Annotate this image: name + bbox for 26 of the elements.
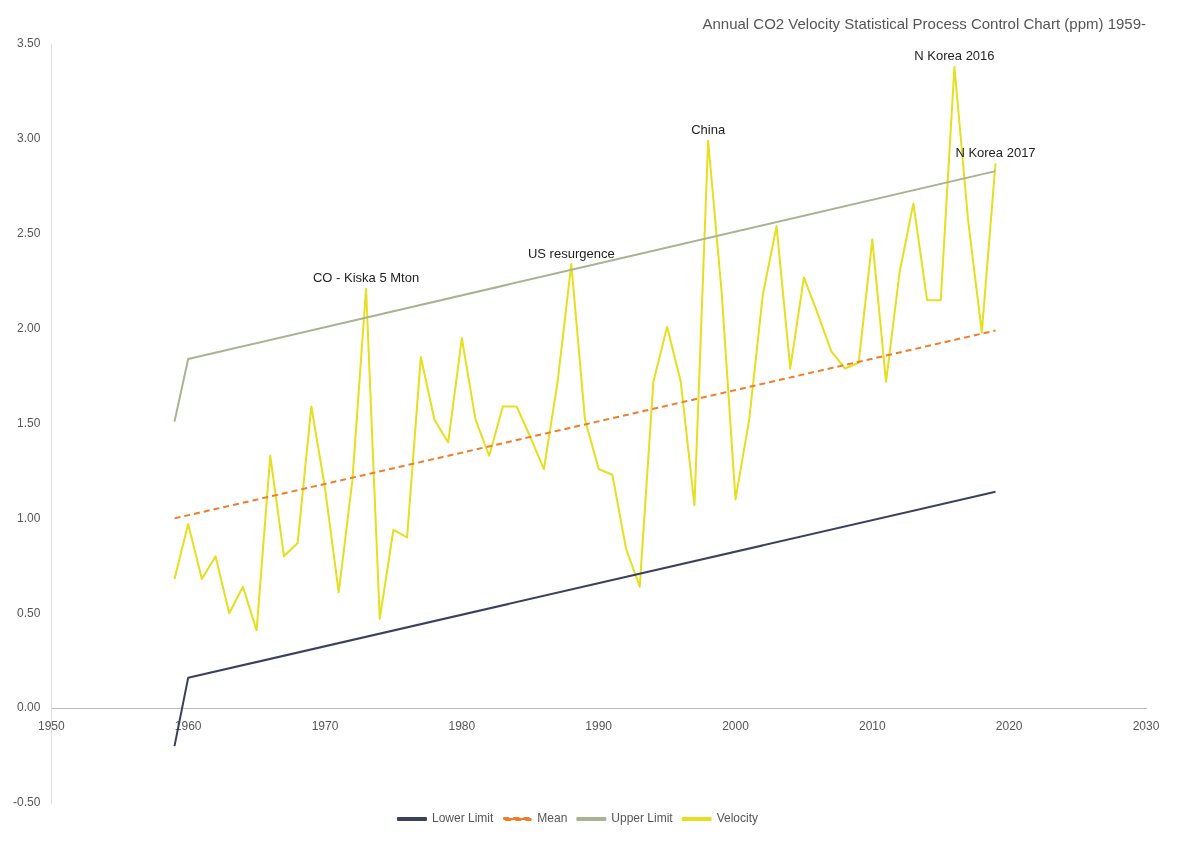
y-tick-label: 3.50 <box>16 36 41 51</box>
y-tick-label: -0.50 <box>12 795 41 810</box>
legend-label: Mean <box>537 811 568 826</box>
x-tick-label: 2030 <box>1132 718 1160 733</box>
y-tick-label: 1.50 <box>16 415 41 430</box>
y-tick-label: 1.00 <box>16 510 41 525</box>
annotation: US resurgence <box>527 245 615 261</box>
x-tick-label: 1970 <box>311 718 339 733</box>
legend-label: Upper Limit <box>611 811 674 826</box>
legend-label: Lower Limit <box>431 811 494 826</box>
x-tick-label: 2000 <box>722 718 750 733</box>
annotation: China <box>691 122 726 138</box>
annotation: N Korea 2016 <box>914 48 995 64</box>
chart-title: Annual CO2 Velocity Statistical Process Control Chart (ppm) 1959- <box>702 15 1146 33</box>
x-tick-label: 2010 <box>858 718 887 733</box>
annotation: CO - Kiska 5 Mton <box>312 270 420 286</box>
legend-label: Velocity <box>716 811 759 826</box>
y-tick-label: 2.00 <box>16 320 41 335</box>
x-tick-label: 2020 <box>995 718 1023 733</box>
y-tick-label: 3.00 <box>16 131 41 146</box>
y-tick-label: 0.50 <box>16 605 41 620</box>
x-tick-label: 1950 <box>38 718 66 733</box>
x-tick-label: 1990 <box>585 718 613 733</box>
x-tick-label: 1980 <box>448 718 476 733</box>
y-tick-label: 2.50 <box>16 226 41 241</box>
y-tick-label: 0.00 <box>16 700 41 715</box>
